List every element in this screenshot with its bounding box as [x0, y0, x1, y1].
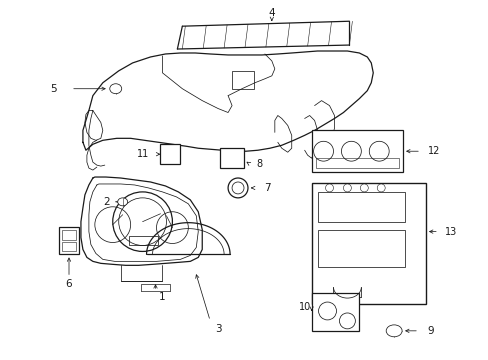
Text: 4: 4 [268, 8, 275, 18]
Circle shape [376, 184, 385, 192]
Text: 3: 3 [214, 324, 221, 334]
Bar [232, 71, 253, 89]
Text: 9: 9 [427, 326, 433, 336]
Text: 12: 12 [427, 146, 439, 156]
Circle shape [343, 184, 351, 192]
Ellipse shape [109, 84, 122, 94]
Text: 7: 7 [264, 183, 271, 193]
Bar [62, 242, 76, 251]
Text: 11: 11 [136, 149, 148, 159]
Circle shape [227, 178, 247, 198]
Circle shape [339, 313, 355, 329]
Bar [317, 230, 404, 267]
Circle shape [360, 184, 367, 192]
Circle shape [325, 184, 333, 192]
Circle shape [313, 141, 333, 161]
Text: 1: 1 [159, 292, 165, 302]
Circle shape [368, 141, 388, 161]
Ellipse shape [386, 325, 401, 337]
Bar [59, 227, 79, 255]
Ellipse shape [118, 198, 127, 206]
Bar [220, 148, 244, 168]
Bar [311, 293, 359, 331]
Bar [311, 130, 402, 172]
Circle shape [341, 141, 361, 161]
Circle shape [232, 182, 244, 194]
Bar [311, 183, 425, 304]
Circle shape [318, 302, 336, 320]
Text: 2: 2 [103, 197, 110, 207]
Text: 10: 10 [298, 302, 310, 312]
Text: 13: 13 [444, 226, 456, 237]
Text: 8: 8 [256, 159, 263, 169]
Text: 5: 5 [50, 84, 56, 94]
Text: 6: 6 [65, 279, 72, 289]
Bar [128, 235, 158, 246]
Bar [160, 144, 180, 164]
Bar [62, 230, 76, 239]
Bar [315, 158, 398, 168]
Bar [317, 192, 404, 222]
